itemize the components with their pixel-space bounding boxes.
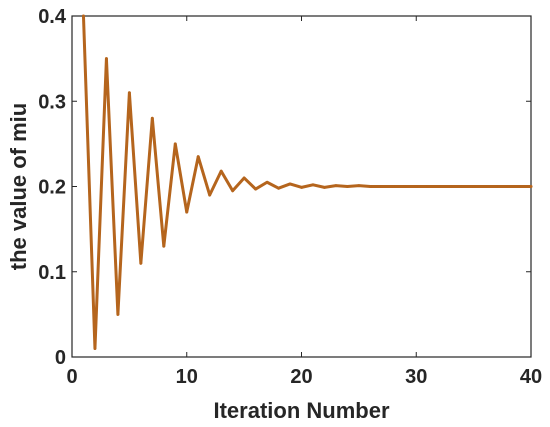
- data-point: [380, 185, 384, 188]
- y-tick-label: 0: [55, 347, 66, 369]
- data-point: [346, 185, 349, 188]
- data-point: [311, 183, 315, 187]
- series-line: [81, 14, 533, 350]
- data-point: [173, 142, 177, 146]
- data-point: [242, 176, 246, 180]
- data-point: [208, 193, 212, 197]
- data-point: [219, 169, 223, 173]
- data-point: [277, 186, 280, 190]
- y-tick-label: 0.1: [38, 262, 66, 284]
- x-tick-label: 0: [66, 366, 77, 388]
- data-point: [483, 185, 487, 188]
- data-point: [323, 185, 326, 189]
- x-axis-label: Iteration Number: [213, 398, 389, 423]
- data-point: [368, 185, 372, 188]
- y-tick-label: 0.2: [38, 177, 66, 199]
- data-point: [518, 185, 521, 188]
- x-tick-label: 40: [520, 366, 542, 388]
- data-point: [288, 182, 292, 186]
- plot-area: 0 10 20 30 40 0 0.1 0.2 0.3 0.4: [38, 6, 542, 388]
- data-point: [472, 185, 476, 188]
- data-point: [231, 189, 235, 193]
- data-point: [391, 185, 395, 188]
- data-point: [449, 185, 453, 188]
- data-point: [403, 185, 407, 188]
- y-tick-label: 0.3: [38, 91, 66, 113]
- data-point: [414, 185, 418, 188]
- data-point: [529, 185, 533, 188]
- data-point: [127, 91, 131, 95]
- data-point: [300, 185, 303, 189]
- data-point: [185, 210, 189, 214]
- data-point: [506, 185, 510, 188]
- data-point: [162, 244, 166, 248]
- x-tick-label: 30: [405, 366, 427, 388]
- data-point: [426, 185, 430, 188]
- data-point: [357, 184, 361, 188]
- data-point: [93, 347, 97, 350]
- data-point: [460, 185, 464, 188]
- data-point: [105, 57, 108, 61]
- data-point: [437, 185, 441, 188]
- tick-labels: 0 10 20 30 40 0 0.1 0.2 0.3 0.4: [38, 6, 542, 388]
- data-point: [116, 312, 120, 316]
- x-tick-label: 20: [290, 366, 312, 388]
- y-axis-label: the value of miu: [6, 103, 31, 270]
- series-points: [82, 14, 533, 350]
- data-point: [139, 261, 143, 265]
- data-point: [150, 116, 154, 120]
- data-point: [82, 14, 85, 18]
- data-point: [265, 180, 269, 184]
- data-point: [196, 155, 200, 159]
- y-tick-label: 0.4: [38, 6, 67, 28]
- data-point: [254, 187, 257, 191]
- x-tick-label: 10: [176, 366, 198, 388]
- data-point: [495, 185, 498, 188]
- data-point: [334, 184, 338, 188]
